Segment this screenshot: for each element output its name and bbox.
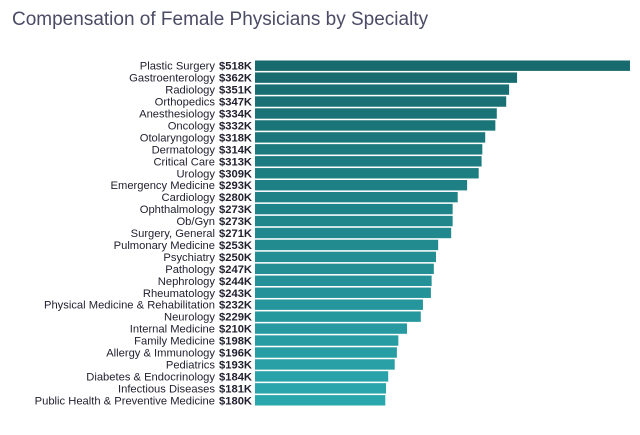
value-label-nephrology: $244K — [219, 276, 252, 288]
bar-critical-care — [255, 156, 482, 167]
bar-urology — [255, 168, 479, 179]
bar-rheumatology — [255, 287, 431, 298]
bar-cardiology — [255, 191, 458, 203]
category-label-critical-care: Critical Care — [153, 156, 215, 168]
value-label-critical-care: $313K — [219, 156, 252, 168]
category-label-emergency-medicine: Emergency Medicine — [111, 180, 215, 192]
value-label-cardiology: $280K — [219, 192, 252, 204]
category-label-surgery-general: Surgery, General — [131, 228, 215, 240]
category-label-physical-medicine-and-rehabilitation: Physical Medicine & Rehabilitation — [44, 300, 215, 312]
category-label-public-health-and-preventive-medicine: Public Health & Preventive Medicine — [35, 395, 215, 407]
category-label-family-medicine: Family Medicine — [134, 336, 215, 348]
value-label-psychiatry: $250K — [219, 252, 252, 264]
bar-radiology — [255, 84, 510, 95]
value-label-gastroenterology: $362K — [219, 73, 252, 85]
category-label-pathology: Pathology — [165, 264, 215, 276]
category-label-oncology: Oncology — [168, 120, 216, 132]
labels-group: Plastic Surgery $518K Gastroenterology $362… — [35, 61, 252, 408]
value-label-emergency-medicine: $293K — [219, 180, 252, 192]
category-label-pediatrics: Pediatrics — [166, 359, 216, 371]
value-label-radiology: $351K — [219, 85, 252, 97]
category-label-internal-medicine: Internal Medicine — [130, 324, 215, 336]
value-label-internal-medicine: $210K — [219, 324, 252, 336]
value-label-oncology: $332K — [219, 120, 252, 132]
bar-infectious-diseases — [255, 383, 387, 394]
value-label-diabetes-and-endocrinology: $184K — [219, 371, 252, 383]
category-label-ophthalmology: Ophthalmology — [140, 204, 216, 216]
bar-emergency-medicine — [255, 180, 468, 191]
value-label-public-health-and-preventive-medicine: $180K — [219, 395, 252, 407]
value-label-allergy-and-immunology: $196K — [219, 348, 252, 360]
bar-public-health-and-preventive-medicine — [255, 395, 386, 406]
category-label-infectious-diseases: Infectious Diseases — [118, 383, 215, 395]
value-label-urology: $309K — [219, 168, 252, 180]
bar-pathology — [255, 263, 434, 275]
value-label-dermatology: $314K — [219, 144, 252, 156]
bar-ophthalmology — [255, 203, 453, 215]
value-label-infectious-diseases: $181K — [219, 383, 252, 395]
category-label-orthopedics: Orthopedics — [155, 97, 216, 109]
category-label-allergy-and-immunology: Allergy & Immunology — [106, 348, 215, 360]
bar-surgery-general — [255, 227, 452, 239]
bar-gastroenterology — [255, 72, 518, 83]
category-label-nephrology: Nephrology — [158, 276, 216, 288]
bar-plastic-surgery — [255, 60, 630, 71]
value-label-ophthalmology: $273K — [219, 204, 252, 216]
bar-orthopedics — [255, 96, 507, 107]
bar-anesthesiology — [255, 108, 497, 119]
category-label-psychiatry: Psychiatry — [163, 252, 215, 264]
category-label-plastic-surgery: Plastic Surgery — [140, 61, 216, 73]
bar-neurology — [255, 311, 421, 322]
bar-physical-medicine-and-rehabilitation — [255, 299, 423, 310]
value-label-otolaryngology: $318K — [219, 132, 252, 144]
bar-allergy-and-immunology — [255, 347, 397, 358]
bar-family-medicine — [255, 335, 399, 346]
category-label-pulmonary-medicine: Pulmonary Medicine — [114, 240, 215, 252]
category-label-radiology: Radiology — [165, 85, 215, 97]
bar-nephrology — [255, 275, 432, 286]
value-label-physical-medicine-and-rehabilitation: $232K — [219, 300, 252, 312]
category-label-otolaryngology: Otolaryngology — [140, 132, 216, 144]
category-label-neurology: Neurology — [164, 312, 215, 324]
bars-group — [255, 60, 630, 406]
value-label-pediatrics: $193K — [219, 359, 252, 371]
value-label-pathology: $247K — [219, 264, 252, 276]
value-label-surgery-general: $271K — [219, 228, 252, 240]
value-label-pulmonary-medicine: $253K — [219, 240, 252, 252]
bar-diabetes-and-endocrinology — [255, 371, 389, 382]
bar-pulmonary-medicine — [255, 239, 439, 251]
bar-otolaryngology — [255, 132, 486, 143]
category-label-dermatology: Dermatology — [152, 144, 216, 156]
category-label-cardiology: Cardiology — [162, 192, 216, 204]
bar-oncology — [255, 120, 496, 131]
value-label-plastic-surgery: $518K — [219, 61, 252, 73]
bar-internal-medicine — [255, 323, 408, 334]
bar-psychiatry — [255, 251, 436, 263]
value-label-orthopedics: $347K — [219, 97, 252, 109]
category-label-rheumatology: Rheumatology — [143, 288, 216, 300]
category-label-anesthesiology: Anesthesiology — [139, 109, 215, 121]
chart-title: Compensation of Female Physicians by Spe… — [12, 9, 429, 30]
value-label-family-medicine: $198K — [219, 336, 252, 348]
bar-ob-gyn — [255, 215, 453, 227]
category-label-gastroenterology: Gastroenterology — [129, 73, 215, 85]
category-label-urology: Urology — [176, 168, 215, 180]
value-label-neurology: $229K — [219, 312, 252, 324]
value-label-ob-gyn: $273K — [219, 216, 252, 228]
value-label-rheumatology: $243K — [219, 288, 252, 300]
bar-pediatrics — [255, 359, 395, 370]
category-label-diabetes-and-endocrinology: Diabetes & Endocrinology — [86, 371, 215, 383]
bar-dermatology — [255, 144, 483, 155]
category-label-ob-gyn: Ob/Gyn — [176, 216, 215, 228]
value-label-anesthesiology: $334K — [219, 109, 252, 121]
